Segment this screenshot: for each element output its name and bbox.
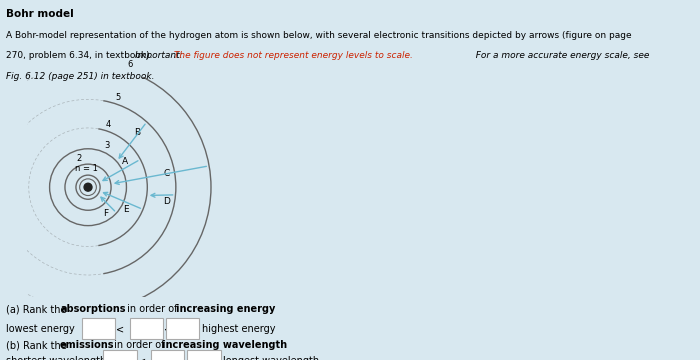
Text: in order of: in order of [124, 304, 181, 314]
Circle shape [84, 183, 92, 191]
Text: :: : [270, 340, 273, 350]
Text: <: < [138, 356, 146, 360]
Text: E: E [123, 204, 129, 213]
Text: highest energy: highest energy [202, 324, 275, 334]
Text: absorptions: absorptions [61, 304, 127, 314]
Text: 6: 6 [127, 60, 133, 69]
Text: Bohr model: Bohr model [6, 9, 74, 19]
Text: D: D [163, 197, 170, 206]
Text: n = 1: n = 1 [75, 164, 98, 173]
Text: increasing energy: increasing energy [176, 304, 276, 314]
Text: shortest wavelength: shortest wavelength [6, 356, 106, 360]
Text: Important:: Important: [135, 51, 186, 60]
Text: ↕: ↕ [116, 358, 124, 360]
Text: For a more accurate energy scale, see: For a more accurate energy scale, see [470, 51, 649, 60]
Text: <: < [186, 356, 194, 360]
Text: <: < [164, 324, 172, 334]
Text: emissions: emissions [60, 340, 114, 350]
Text: (a) Rank the: (a) Rank the [6, 304, 69, 314]
Text: A Bohr-model representation of the hydrogen atom is shown below, with several el: A Bohr-model representation of the hydro… [6, 31, 631, 40]
Text: 270, problem 6.34, in textbook).: 270, problem 6.34, in textbook). [6, 51, 158, 60]
Text: ↕: ↕ [94, 326, 103, 336]
Text: Fig. 6.12 (page 251) in textbook.: Fig. 6.12 (page 251) in textbook. [6, 72, 154, 81]
Text: 5: 5 [116, 94, 120, 103]
Text: ↕: ↕ [178, 326, 187, 336]
Text: 2: 2 [76, 154, 82, 163]
Text: F: F [104, 209, 108, 218]
Text: increasing wavelength: increasing wavelength [162, 340, 288, 350]
Text: in order of: in order of [111, 340, 167, 350]
Text: :: : [266, 304, 270, 314]
Text: lowest energy: lowest energy [6, 324, 74, 334]
Text: ↕: ↕ [163, 358, 172, 360]
Text: 3: 3 [104, 140, 110, 149]
Text: longest wavelength: longest wavelength [223, 356, 318, 360]
Text: The figure does not represent energy levels to scale.: The figure does not represent energy lev… [171, 51, 413, 60]
Text: <: < [116, 324, 125, 334]
Text: (b) Rank the: (b) Rank the [6, 340, 69, 350]
Text: ↕: ↕ [142, 326, 150, 336]
Text: C: C [163, 169, 169, 178]
Text: 4: 4 [106, 120, 111, 129]
Text: ↕: ↕ [199, 358, 208, 360]
Text: B: B [134, 128, 140, 137]
Text: A: A [122, 157, 128, 166]
